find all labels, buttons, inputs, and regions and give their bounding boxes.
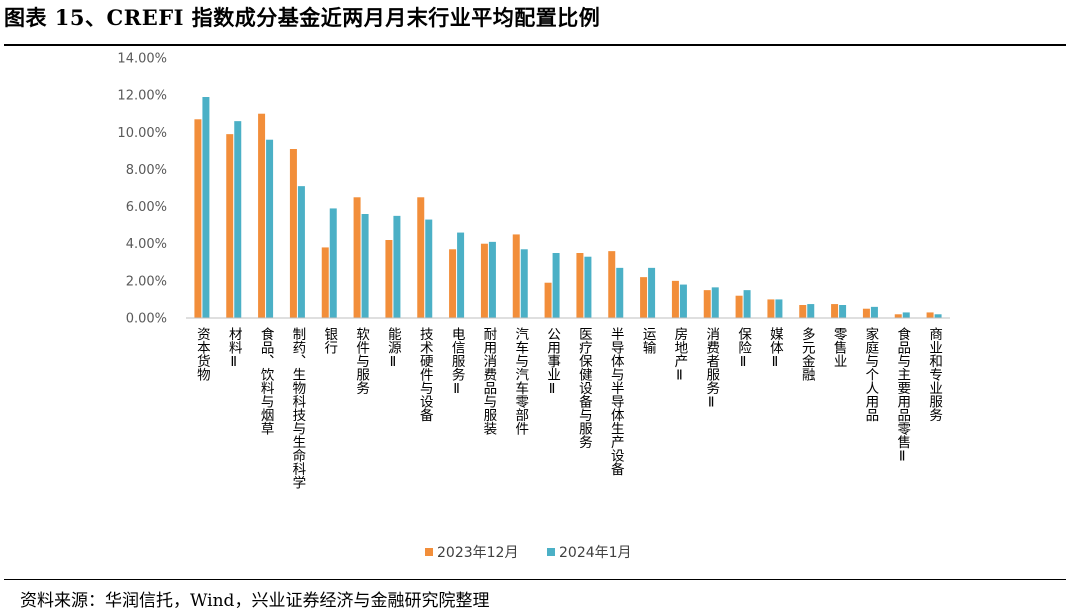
category-label: 家庭与个人用品 (862, 326, 879, 422)
bar-jan-2024 (361, 214, 369, 318)
bar-dec-2023 (226, 134, 234, 318)
category-label: 食品、饮料与烟草 (258, 326, 275, 436)
y-tick-label: 8.00% (126, 163, 167, 178)
legend-swatch (425, 548, 433, 556)
legend-label: 2023年12月 (437, 545, 518, 561)
bar-dec-2023 (799, 305, 807, 318)
y-tick-label: 2.00% (126, 274, 167, 289)
bar-jan-2024 (266, 139, 274, 318)
bar-dec-2023 (671, 280, 679, 318)
bar-jan-2024 (297, 186, 305, 318)
bar-jan-2024 (807, 304, 815, 318)
category-label: 材料Ⅱ (226, 327, 243, 370)
category-label: 运输 (640, 327, 657, 355)
bar-dec-2023 (449, 249, 457, 318)
bar-dec-2023 (480, 243, 488, 318)
bar-jan-2024 (743, 290, 751, 318)
bars (194, 97, 942, 319)
category-label: 零售业 (831, 327, 848, 368)
category-label: 软件与服务 (353, 327, 370, 395)
category-label: 电信服务Ⅱ (449, 327, 466, 397)
category-label: 保险Ⅱ (735, 327, 752, 370)
bar-dec-2023 (640, 277, 648, 318)
category-label: 食品与主要用品零售Ⅱ (894, 326, 911, 465)
category-label: 媒体Ⅱ (767, 327, 784, 370)
bar-chart: 0.00% 2.00% 4.00% 6.00% 8.00% 10.00% 12.00% 14.… (117, 52, 950, 561)
bar-jan-2024 (202, 97, 210, 318)
y-tick-label: 12.00% (117, 89, 167, 104)
bar-dec-2023 (703, 290, 711, 318)
x-axis-categories: 资本货物 材料Ⅱ 食品、饮料与烟草 制药、生物科技与生命科学 银行 软件与服务 能源Ⅱ 技术硬… (194, 326, 943, 490)
y-axis: 0.00% 2.00% 4.00% 6.00% 8.00% 10.00% 12.00% 14.… (117, 52, 167, 327)
category-label: 公用事业Ⅱ (544, 327, 561, 397)
category-label: 资本货物 (194, 327, 211, 383)
bar-dec-2023 (767, 299, 775, 318)
y-tick-label: 6.00% (126, 200, 167, 215)
figure-title: 图表 15、CREFI 指数成分基金近两月月末行业平均配置比例 (4, 5, 601, 30)
legend: 2023年12月 2024年1月 (425, 545, 632, 561)
y-tick-label: 10.00% (117, 126, 167, 141)
source-note: 资料来源：华润信托，Wind，兴业证券经济与金融研究院整理 (20, 591, 490, 611)
bar-dec-2023 (194, 119, 202, 318)
category-label: 半导体与半导体生产设备 (608, 327, 625, 476)
bar-dec-2023 (258, 113, 266, 319)
bar-jan-2024 (329, 208, 337, 318)
category-label: 多元金融 (799, 326, 816, 382)
bar-dec-2023 (894, 314, 902, 318)
bar-dec-2023 (289, 149, 297, 318)
category-label: 制药、生物科技与生命科学 (289, 327, 306, 490)
y-tick-label: 4.00% (126, 237, 167, 252)
bar-jan-2024 (552, 253, 560, 318)
legend-label: 2024年1月 (559, 545, 632, 561)
category-label: 技术硬件与设备 (417, 327, 434, 422)
bar-jan-2024 (393, 215, 401, 318)
legend-swatch (547, 548, 555, 556)
bar-jan-2024 (488, 241, 496, 318)
bar-jan-2024 (648, 267, 656, 318)
bar-jan-2024 (839, 305, 847, 318)
bar-jan-2024 (870, 306, 878, 318)
y-tick-label: 14.00% (117, 52, 167, 67)
bar-dec-2023 (385, 240, 393, 318)
source-rule (4, 579, 1066, 580)
bar-dec-2023 (608, 251, 616, 318)
category-label: 汽车与汽车零部件 (512, 327, 529, 436)
bar-dec-2023 (831, 304, 839, 318)
bar-jan-2024 (775, 299, 783, 318)
category-label: 医疗保健设备与服务 (576, 327, 593, 449)
bar-jan-2024 (934, 314, 942, 318)
category-label: 商业和专业服务 (926, 327, 943, 422)
bar-jan-2024 (584, 256, 592, 318)
y-tick-label: 0.00% (126, 312, 167, 327)
bar-dec-2023 (926, 312, 934, 318)
category-label: 房地产Ⅱ (671, 327, 688, 384)
bar-dec-2023 (735, 295, 743, 318)
bar-dec-2023 (512, 234, 520, 318)
category-label: 能源Ⅱ (385, 327, 402, 370)
bar-dec-2023 (321, 247, 329, 318)
bar-jan-2024 (234, 121, 242, 318)
bar-jan-2024 (520, 249, 528, 318)
category-label: 耐用消费品与服装 (480, 327, 497, 436)
bar-dec-2023 (417, 197, 425, 318)
bar-dec-2023 (862, 308, 870, 318)
bar-jan-2024 (457, 232, 465, 318)
bar-dec-2023 (576, 253, 584, 318)
title-rule (4, 44, 1066, 46)
bar-dec-2023 (544, 282, 552, 318)
bar-jan-2024 (425, 219, 433, 318)
bar-dec-2023 (353, 197, 361, 318)
bar-jan-2024 (711, 287, 719, 318)
bar-jan-2024 (902, 312, 910, 318)
category-label: 银行 (321, 327, 338, 356)
bar-jan-2024 (616, 267, 624, 318)
bar-jan-2024 (679, 284, 687, 318)
category-label: 消费者服务Ⅱ (703, 327, 720, 411)
